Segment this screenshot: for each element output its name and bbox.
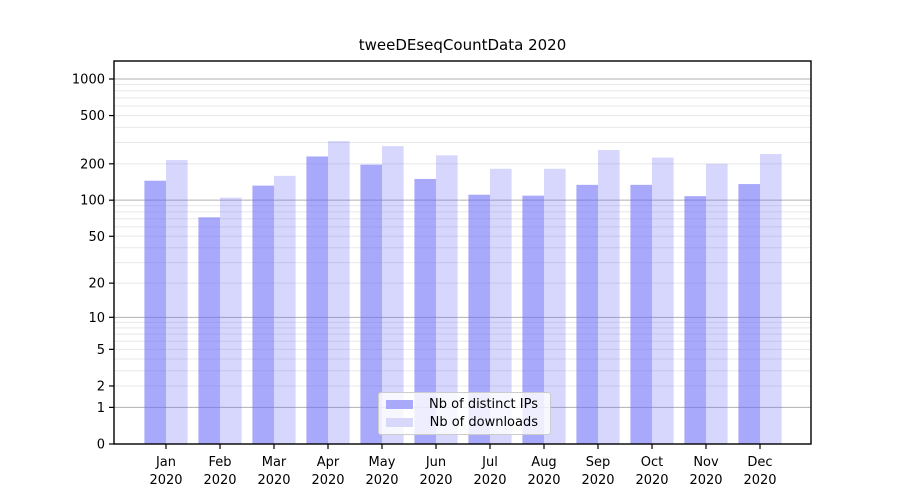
x-axis-year-label: 2020 [581, 473, 614, 488]
x-axis-month-label: Feb [208, 455, 231, 470]
bar-downloads-apr [328, 141, 350, 444]
y-axis-tick-label: 10 [88, 311, 105, 326]
x-axis-month-label: Jan [155, 455, 176, 470]
bar-distinct-ips-mar [252, 185, 274, 444]
bar-distinct-ips-nov [684, 196, 706, 444]
bar-distinct-ips-apr [306, 156, 328, 444]
legend-swatch-distinct-ips [386, 400, 413, 409]
y-axis-tick-label: 200 [80, 157, 105, 172]
bar-downloads-jun [436, 155, 458, 444]
x-axis-month-label: Apr [317, 455, 340, 470]
bar-downloads-jan [166, 160, 188, 444]
x-axis-year-label: 2020 [689, 473, 722, 488]
bar-distinct-ips-dec [738, 184, 760, 445]
bar-downloads-oct [652, 157, 674, 444]
x-axis-year-label: 2020 [311, 473, 344, 488]
bar-distinct-ips-oct [630, 184, 652, 444]
bar-distinct-ips-jul [468, 194, 490, 444]
bar-downloads-jul [490, 168, 512, 444]
chart-legend: Nb of distinct IPs Nb of downloads [378, 392, 551, 435]
bar-distinct-ips-jun [414, 178, 436, 444]
legend-swatch-downloads [386, 418, 413, 427]
x-axis-year-label: 2020 [365, 473, 398, 488]
y-axis-tick-label: 2 [97, 379, 105, 394]
x-axis-month-label: Aug [531, 455, 556, 470]
bar-downloads-nov [706, 163, 728, 444]
plot-border [113, 60, 812, 445]
x-axis-year-label: 2020 [257, 473, 290, 488]
x-axis-month-label: Jun [425, 455, 446, 470]
legend-item-distinct-ips: Nb of distinct IPs [386, 398, 542, 411]
bar-downloads-aug [544, 168, 566, 444]
x-axis-month-label: Oct [641, 455, 663, 470]
legend-label-downloads: Nb of downloads [429, 415, 538, 430]
x-axis-year-label: 2020 [203, 473, 236, 488]
y-axis-tick-label: 500 [80, 109, 105, 124]
bar-downloads-dec [760, 154, 782, 445]
x-axis-year-label: 2020 [149, 473, 182, 488]
y-axis-tick-label: 5 [97, 343, 105, 358]
x-axis-year-label: 2020 [635, 473, 668, 488]
y-axis-tick-label: 1 [97, 401, 105, 416]
x-axis-month-label: Sep [586, 455, 611, 470]
legend-item-downloads: Nb of downloads [386, 416, 542, 429]
x-axis-year-label: 2020 [419, 473, 452, 488]
bar-downloads-mar [274, 175, 296, 444]
y-axis-tick-label: 0 [97, 438, 105, 453]
x-axis-month-label: Dec [747, 455, 772, 470]
x-axis-month-label: Jul [481, 455, 498, 470]
x-axis-month-label: Nov [693, 455, 719, 470]
chart-title: tweeDEseqCountData 2020 [358, 36, 567, 54]
x-axis-year-label: 2020 [743, 473, 776, 488]
bar-downloads-may [382, 146, 404, 445]
bar-downloads-sep [598, 150, 620, 444]
bar-downloads-feb [220, 197, 242, 444]
bar-distinct-ips-may [360, 164, 382, 445]
y-axis-tick-label: 1000 [72, 72, 105, 87]
y-axis-tick-label: 20 [88, 277, 105, 292]
legend-label-distinct-ips: Nb of distinct IPs [429, 397, 538, 412]
bar-distinct-ips-jan [144, 180, 166, 444]
x-axis-year-label: 2020 [527, 473, 560, 488]
y-axis-tick-label: 50 [88, 230, 105, 245]
x-axis-year-label: 2020 [473, 473, 506, 488]
x-axis-month-label: May [369, 455, 396, 470]
bar-distinct-ips-aug [522, 195, 544, 444]
x-axis-month-label: Mar [262, 455, 287, 470]
bar-distinct-ips-feb [198, 217, 220, 444]
bar-distinct-ips-sep [576, 184, 598, 444]
y-axis-tick-label: 100 [80, 194, 105, 209]
